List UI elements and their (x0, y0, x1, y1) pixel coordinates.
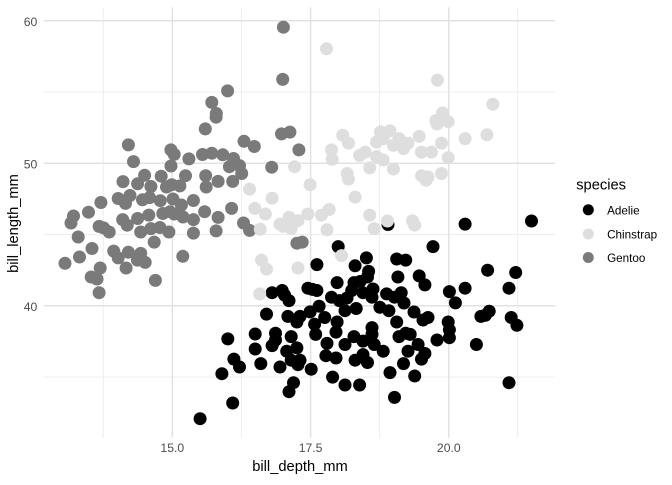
svg-text:bill_length_mm: bill_length_mm (6, 174, 22, 273)
svg-text:20.0: 20.0 (437, 441, 461, 455)
svg-text:species: species (576, 177, 626, 193)
svg-text:Gentoo: Gentoo (607, 252, 646, 265)
svg-text:50: 50 (24, 157, 38, 171)
svg-text:60: 60 (24, 15, 38, 29)
svg-text:Adelie: Adelie (607, 204, 640, 217)
svg-text:15.0: 15.0 (160, 441, 184, 455)
svg-text:Chinstrap: Chinstrap (607, 228, 658, 241)
svg-text:bill_depth_mm: bill_depth_mm (252, 459, 348, 475)
svg-text:17.5: 17.5 (299, 441, 323, 455)
svg-text:40: 40 (24, 300, 38, 314)
